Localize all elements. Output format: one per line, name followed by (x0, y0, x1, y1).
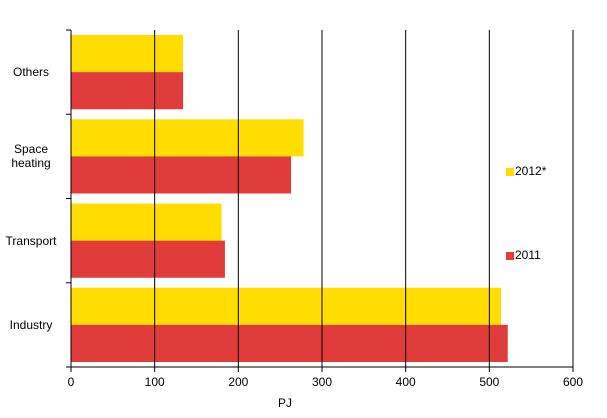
x-tick-label: 400 (396, 375, 416, 389)
legend-swatch (506, 168, 514, 176)
bar (71, 119, 304, 157)
y-tick-label: Others (12, 65, 49, 80)
legend-swatch (506, 252, 514, 260)
bar (71, 156, 292, 194)
x-tick-label: 0 (68, 375, 75, 389)
bar (71, 203, 222, 241)
bar (71, 324, 508, 362)
x-tick-label: 100 (145, 375, 165, 389)
x-tick-label: 200 (228, 375, 248, 389)
y-tick-label: Space heating (11, 142, 51, 171)
bar (71, 72, 184, 110)
legend-label: 2011 (515, 248, 541, 262)
y-tick-label: Industry (9, 317, 53, 332)
x-tick-label: 300 (312, 375, 332, 389)
x-axis-label: PJ (278, 396, 292, 410)
x-tick-label: 600 (563, 375, 583, 389)
bar (71, 35, 184, 73)
y-tick-label: Transport (5, 233, 57, 248)
legend-label: 2012* (515, 164, 547, 178)
x-tick-label: 500 (479, 375, 499, 389)
bar (71, 240, 225, 278)
bar (71, 287, 502, 325)
